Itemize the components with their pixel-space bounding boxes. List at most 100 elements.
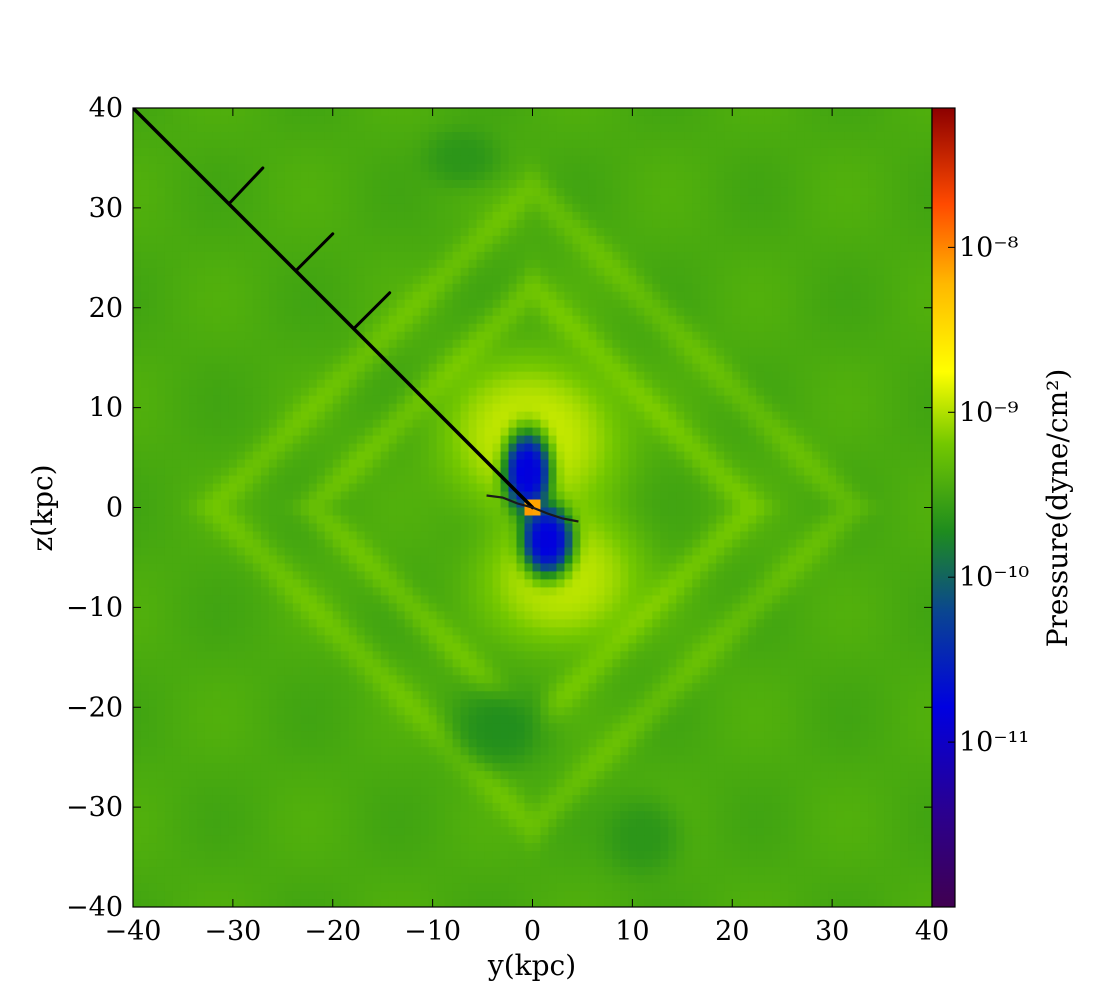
heatmap-cell bbox=[492, 411, 502, 421]
heatmap-cell bbox=[484, 195, 494, 205]
heatmap-cell bbox=[244, 339, 254, 349]
heatmap-cell bbox=[316, 435, 326, 445]
heatmap-cell bbox=[412, 747, 422, 756]
heatmap-cell bbox=[164, 427, 174, 437]
heatmap-cell bbox=[228, 523, 238, 533]
heatmap-cell bbox=[420, 699, 430, 708]
heatmap-cell bbox=[212, 307, 222, 317]
heatmap-cell bbox=[276, 315, 286, 325]
heatmap-cell bbox=[252, 379, 262, 389]
heatmap-cell bbox=[508, 867, 518, 876]
heatmap-cell bbox=[372, 139, 382, 149]
heatmap-cell bbox=[436, 563, 446, 573]
heatmap-cell bbox=[228, 795, 238, 804]
heatmap-cell bbox=[412, 675, 422, 684]
heatmap-cell bbox=[133, 619, 142, 628]
heatmap-cell bbox=[188, 867, 198, 876]
heatmap-cell bbox=[164, 491, 174, 501]
heatmap-cell bbox=[412, 355, 422, 365]
heatmap-cell bbox=[332, 563, 342, 573]
heatmap-cell bbox=[444, 243, 454, 253]
heatmap-cell bbox=[412, 835, 422, 844]
heatmap-cell bbox=[356, 635, 366, 644]
heatmap-cell bbox=[268, 699, 278, 708]
heatmap-cell bbox=[444, 331, 454, 341]
heatmap-cell bbox=[148, 683, 158, 692]
heatmap-cell bbox=[133, 611, 142, 620]
heatmap-cell bbox=[484, 291, 494, 301]
heatmap-cell bbox=[460, 811, 470, 820]
heatmap-cell bbox=[300, 299, 310, 309]
heatmap-cell bbox=[148, 771, 158, 780]
heatmap-cell bbox=[436, 203, 446, 213]
heatmap-cell bbox=[452, 131, 462, 141]
heatmap-cell bbox=[180, 483, 190, 493]
heatmap-cell bbox=[324, 587, 334, 596]
heatmap-cell bbox=[404, 843, 414, 852]
heatmap-cell bbox=[380, 251, 390, 261]
heatmap-cell bbox=[180, 715, 190, 724]
heatmap-cell bbox=[308, 859, 318, 868]
heatmap-cell bbox=[244, 883, 254, 892]
heatmap-cell bbox=[133, 411, 142, 421]
heatmap-cell bbox=[308, 771, 318, 780]
heatmap-cell bbox=[292, 203, 302, 213]
heatmap-cell bbox=[284, 739, 294, 748]
heatmap-cell bbox=[340, 108, 350, 117]
heatmap-cell bbox=[388, 123, 398, 133]
heatmap-cell bbox=[348, 707, 358, 716]
heatmap-cell bbox=[428, 699, 438, 708]
heatmap-cell bbox=[244, 139, 254, 149]
heatmap-cell bbox=[412, 659, 422, 668]
heatmap-cell bbox=[196, 867, 206, 876]
heatmap-cell bbox=[156, 715, 166, 724]
heatmap-cell bbox=[276, 787, 286, 796]
heatmap-cell bbox=[492, 443, 502, 453]
heatmap-cell bbox=[452, 179, 462, 189]
heatmap-cell bbox=[452, 579, 462, 588]
heatmap-cell bbox=[316, 331, 326, 341]
heatmap-cell bbox=[396, 803, 406, 812]
heatmap-cell bbox=[220, 699, 230, 708]
heatmap-cell bbox=[420, 555, 430, 565]
heatmap-cell bbox=[228, 715, 238, 724]
heatmap-cell bbox=[452, 475, 462, 485]
heatmap-cell bbox=[284, 403, 294, 413]
heatmap-cell bbox=[340, 171, 350, 181]
heatmap-cell bbox=[508, 795, 518, 804]
heatmap-cell bbox=[428, 891, 438, 900]
heatmap-cell bbox=[204, 451, 214, 461]
heatmap-cell bbox=[508, 843, 518, 852]
heatmap-cell bbox=[180, 371, 190, 381]
heatmap-cell bbox=[508, 459, 518, 469]
heatmap-cell bbox=[420, 603, 430, 612]
heatmap-cell bbox=[140, 187, 150, 197]
heatmap-cell bbox=[492, 371, 502, 381]
heatmap-cell bbox=[404, 627, 414, 636]
heatmap-cell bbox=[196, 627, 206, 636]
heatmap-cell bbox=[196, 491, 206, 501]
heatmap-cell bbox=[388, 155, 398, 165]
heatmap-cell bbox=[180, 499, 190, 509]
heatmap-cell bbox=[444, 227, 454, 237]
heatmap-cell bbox=[348, 139, 358, 149]
heatmap-cell bbox=[308, 715, 318, 724]
heatmap-cell bbox=[516, 667, 526, 676]
heatmap-cell bbox=[180, 587, 190, 596]
heatmap-cell bbox=[468, 155, 478, 165]
heatmap-cell bbox=[476, 339, 486, 349]
heatmap-cell bbox=[276, 451, 286, 461]
heatmap-cell bbox=[284, 875, 294, 884]
heatmap-cell bbox=[484, 203, 494, 213]
heatmap-cell bbox=[340, 875, 350, 884]
heatmap-cell bbox=[516, 819, 526, 828]
heatmap-cell bbox=[428, 611, 438, 620]
heatmap-cell bbox=[212, 835, 222, 844]
heatmap-cell bbox=[212, 108, 222, 117]
heatmap-cell bbox=[340, 595, 350, 604]
heatmap-cell bbox=[140, 659, 150, 668]
heatmap-cell bbox=[140, 419, 150, 429]
heatmap-cell bbox=[228, 499, 238, 509]
heatmap-cell bbox=[148, 331, 158, 341]
heatmap-cell bbox=[260, 523, 270, 533]
